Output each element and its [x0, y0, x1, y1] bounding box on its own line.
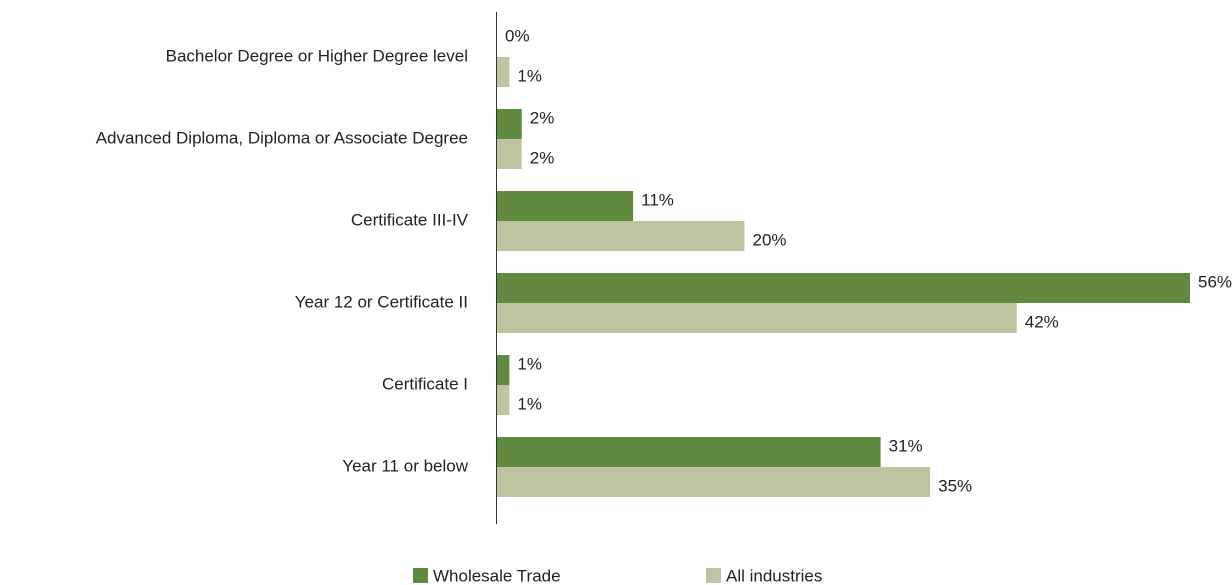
- legend-swatch: [413, 568, 428, 583]
- value-label: 1%: [517, 66, 542, 85]
- bar: [497, 437, 881, 467]
- bar: [497, 109, 522, 139]
- value-label: 1%: [517, 354, 542, 373]
- legend-label: Wholesale Trade: [433, 566, 561, 585]
- legend-label: All industries: [726, 566, 822, 585]
- value-label: 1%: [517, 394, 542, 413]
- legend-swatch: [706, 568, 721, 583]
- value-label: 31%: [889, 436, 923, 455]
- bar: [497, 385, 510, 415]
- y-tick-label: Advanced Diploma, Diploma or Associate D…: [96, 128, 468, 147]
- bar: [497, 303, 1017, 333]
- bar: [497, 57, 510, 87]
- y-tick-label: Year 12 or Certificate II: [295, 292, 468, 311]
- value-label: 35%: [938, 476, 972, 495]
- value-label: 56%: [1198, 272, 1232, 291]
- bar: [497, 139, 522, 169]
- bar: [497, 467, 931, 497]
- value-label: 2%: [530, 148, 555, 167]
- y-tick-label: Bachelor Degree or Higher Degree level: [166, 46, 468, 65]
- y-tick-label: Certificate I: [382, 374, 468, 393]
- bar: [497, 221, 745, 251]
- value-label: 20%: [753, 230, 787, 249]
- value-label: 0%: [505, 26, 530, 45]
- value-label: 11%: [641, 190, 674, 209]
- value-label: 42%: [1025, 312, 1059, 331]
- bar: [497, 191, 634, 221]
- y-tick-label: Year 11 or below: [342, 456, 468, 475]
- value-label: 2%: [530, 108, 555, 127]
- bar: [497, 355, 510, 385]
- bar: [497, 273, 1190, 303]
- y-tick-label: Certificate III-IV: [351, 210, 469, 229]
